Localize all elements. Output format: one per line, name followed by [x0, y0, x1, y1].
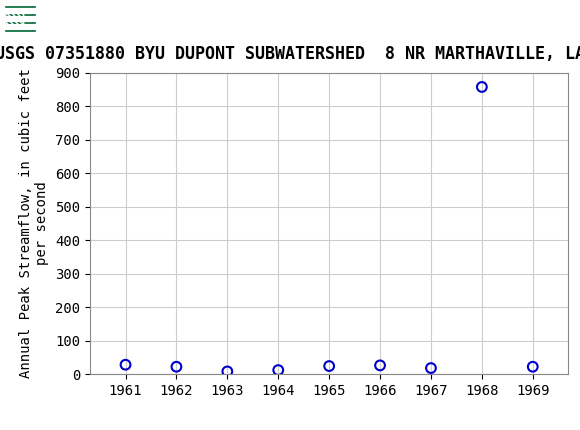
Point: [121, 361, 130, 368]
Point: [223, 368, 232, 375]
Bar: [5, 3, 37, 33]
Y-axis label: Annual Peak Streamflow, in cubic feet
per second: Annual Peak Streamflow, in cubic feet pe…: [19, 68, 49, 378]
Point: [274, 367, 283, 374]
Point: [375, 362, 385, 369]
Point: [477, 83, 487, 90]
Text: USGS: USGS: [44, 8, 107, 28]
Point: [172, 363, 181, 370]
Point: [426, 365, 436, 372]
Bar: [5, 3, 37, 33]
Text: ▧: ▧: [3, 6, 27, 30]
Bar: [3, 2, 41, 34]
Text: USGS 07351880 BYU DUPONT SUBWATERSHED  8 NR MARTHAVILLE, LA: USGS 07351880 BYU DUPONT SUBWATERSHED 8 …: [0, 45, 580, 63]
Point: [528, 363, 538, 370]
Point: [324, 362, 334, 369]
